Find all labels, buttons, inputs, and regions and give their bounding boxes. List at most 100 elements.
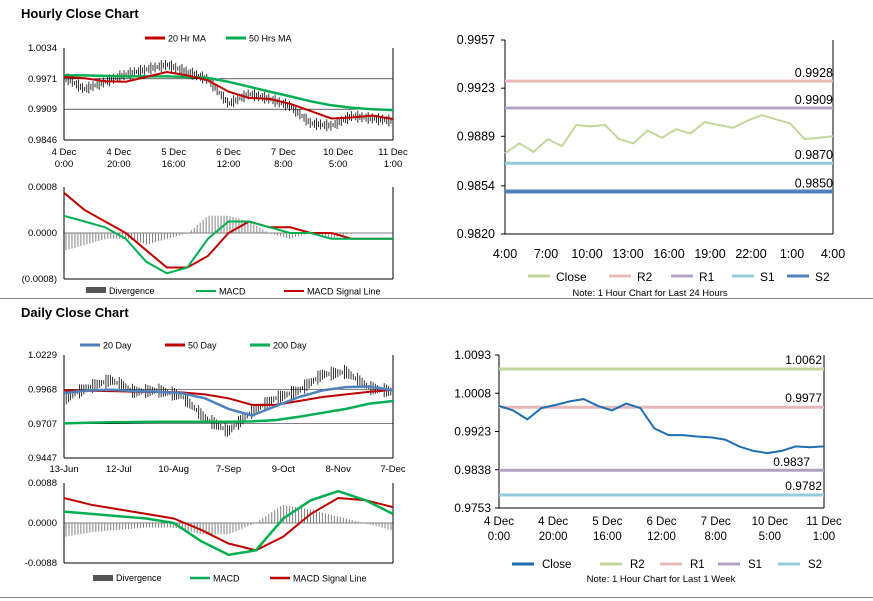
- daily-price-y-tick: 0.9968: [28, 384, 57, 395]
- hourly-price-x-tick: 16:00: [162, 159, 186, 170]
- daily-legend-divergence-swatch: [93, 575, 113, 581]
- hourly-macd-y-tick: 0.0008: [28, 182, 57, 193]
- daily-50day-line: [63, 388, 394, 406]
- hourly-pivot-x-tick: 19:00: [694, 247, 725, 261]
- hourly-pivot-x-tick: 13:00: [612, 247, 643, 261]
- hourly-pivot-x-tick: 10:00: [571, 247, 602, 261]
- hourly-pivot-legend-label: S1: [760, 270, 775, 284]
- daily-pivot-level-label: 1.0062: [785, 353, 822, 367]
- daily-pivot-x-tick: 4 Dec: [538, 516, 568, 528]
- hourly-price-x-tick: 7 Dec: [271, 147, 296, 158]
- daily-pivot-x-tick: 16:00: [593, 531, 622, 543]
- daily-price-y-tick: 1.0229: [28, 350, 57, 361]
- hourly-pivot-y-tick: 0.9854: [457, 179, 495, 193]
- hourly-legend-macd-label: MACD: [219, 287, 246, 297]
- hourly-pivot-level-label: 0.9850: [795, 177, 833, 191]
- daily-pivot-y-tick: 1.0008: [454, 386, 491, 400]
- daily-macd-y-tick: 0.0088: [28, 478, 57, 489]
- daily-pivot-close-line: [498, 398, 825, 455]
- hourly-pivot-x-tick: 4:00: [821, 247, 845, 261]
- daily-pivot-x-tick: 5:00: [759, 531, 781, 543]
- hourly-pivot-x-tick: 1:00: [780, 247, 804, 261]
- hourly-pivot-level-label: 0.9928: [795, 66, 833, 80]
- hourly-legend-divergence-label: Divergence: [109, 286, 155, 296]
- daily-pivot-y-tick: 0.9838: [454, 463, 491, 477]
- hourly-macd-y-tick: (0.0008): [22, 274, 57, 285]
- hourly-ma50-line: [64, 74, 394, 112]
- hourly-ma20-line: [63, 70, 394, 120]
- daily-legend-200day-label: 200 Day: [273, 341, 307, 351]
- daily-price-y-tick: 0.9707: [28, 419, 57, 430]
- daily-price-x-tick: 7-Dec: [380, 464, 406, 475]
- daily-pivot-note: Note: 1 Hour Chart for Last 1 Week: [587, 574, 736, 585]
- hourly-price-x-tick: 0:00: [55, 159, 74, 170]
- daily-pivot-y-tick: 1.0093: [454, 348, 491, 362]
- hourly-legend-signal-label: MACD Signal Line: [307, 287, 381, 297]
- hourly-price-x-tick: 11 Dec: [378, 147, 408, 158]
- daily-legend-50day-label: 50 Day: [188, 341, 217, 351]
- hourly-pivot-note: Note: 1 Hour Chart for Last 24 Hours: [572, 288, 727, 299]
- hourly-pivot-legend-label: Close: [556, 270, 587, 284]
- hourly-legend-divergence-swatch: [86, 287, 106, 293]
- daily-price-x-tick: 12-Jul: [106, 464, 132, 475]
- hourly-price-x-tick: 4 Dec: [106, 147, 131, 158]
- hourly-price-x-tick: 1:00: [384, 159, 403, 170]
- daily-pivot-x-tick: 4 Dec: [484, 516, 514, 528]
- hourly-price-x-tick: 8:00: [274, 159, 293, 170]
- daily-signal-line: [63, 496, 394, 552]
- daily-pivot-x-tick: 1:00: [813, 531, 835, 543]
- daily-section-title: Daily Close Chart: [21, 305, 129, 320]
- hourly-price-x-tick: 5 Dec: [161, 147, 186, 158]
- hourly-pivot-x-tick: 4:00: [493, 247, 517, 261]
- hourly-legend-ma20-label: 20 Hr MA: [168, 34, 206, 44]
- hourly-pivot-x-tick: 22:00: [735, 247, 766, 261]
- hourly-pivot-legend-label: R2: [637, 270, 653, 284]
- daily-20day-line: [63, 385, 394, 417]
- hourly-price-x-tick: 10 Dec: [323, 147, 353, 158]
- daily-pivot-y-tick: 0.9753: [454, 501, 491, 515]
- daily-pivot-legend-label: Close: [542, 559, 571, 571]
- daily-pivot-level-label: 0.9782: [785, 479, 822, 493]
- daily-pivot-y-tick: 0.9923: [454, 425, 491, 439]
- daily-pivot-level-label: 0.9977: [785, 391, 822, 405]
- daily-pivot-x-tick: 7 Dec: [701, 516, 731, 528]
- daily-pivot-x-tick: 6 Dec: [646, 516, 676, 528]
- daily-pivot-level-label: 0.9837: [773, 455, 810, 469]
- daily-pivot-legend-label: R2: [630, 559, 645, 571]
- daily-price-x-tick: 13-Jun: [49, 464, 78, 475]
- daily-pivot-x-tick: 20:00: [539, 531, 568, 543]
- daily-pivot-x-tick: 11 Dec: [806, 516, 842, 528]
- daily-pivot-legend-label: S1: [748, 559, 762, 571]
- daily-pivot-x-tick: 5 Dec: [592, 516, 622, 528]
- daily-macd-y-tick: -0.0088: [25, 558, 57, 569]
- hourly-pivot-y-tick: 0.9889: [457, 129, 495, 143]
- hourly-pivot-level-label: 0.9870: [795, 148, 833, 162]
- hourly-pivot-y-tick: 0.9957: [457, 33, 495, 47]
- hourly-section-title: Hourly Close Chart: [21, 6, 139, 21]
- hourly-pivot-x-tick: 16:00: [653, 247, 684, 261]
- hourly-pivot-y-tick: 0.9923: [457, 81, 495, 95]
- daily-legend-signal-label: MACD Signal Line: [293, 574, 367, 584]
- hourly-legend-ma50-label: 50 Hrs MA: [249, 34, 292, 44]
- hourly-price-x-tick: 20:00: [107, 159, 131, 170]
- hourly-price-y-tick: 0.9971: [28, 74, 57, 85]
- hourly-pivot-legend-label: R1: [699, 270, 715, 284]
- hourly-price-y-tick: 1.0034: [28, 43, 57, 54]
- hourly-price-x-tick: 6 Dec: [216, 147, 241, 158]
- hourly-macd-y-tick: 0.0000: [28, 228, 57, 239]
- hourly-price-y-tick: 0.9846: [28, 135, 57, 146]
- daily-macd-line: [63, 489, 394, 557]
- daily-pivot-x-tick: 12:00: [647, 531, 676, 543]
- daily-price-x-tick: 9-Oct: [272, 464, 296, 475]
- hourly-signal-line: [63, 192, 393, 269]
- daily-pivot-legend-label: R1: [690, 559, 705, 571]
- daily-legend-divergence-label: Divergence: [116, 573, 162, 583]
- hourly-pivot-legend-label: S2: [815, 270, 830, 284]
- daily-legend-macd-label: MACD: [213, 574, 240, 584]
- hourly-pivot-y-tick: 0.9820: [457, 227, 495, 241]
- section-divider: [0, 298, 873, 299]
- daily-price-y-tick: 0.9447: [28, 453, 57, 464]
- daily-200day-line: [63, 399, 394, 425]
- daily-price-x-tick: 7-Sep: [216, 464, 241, 475]
